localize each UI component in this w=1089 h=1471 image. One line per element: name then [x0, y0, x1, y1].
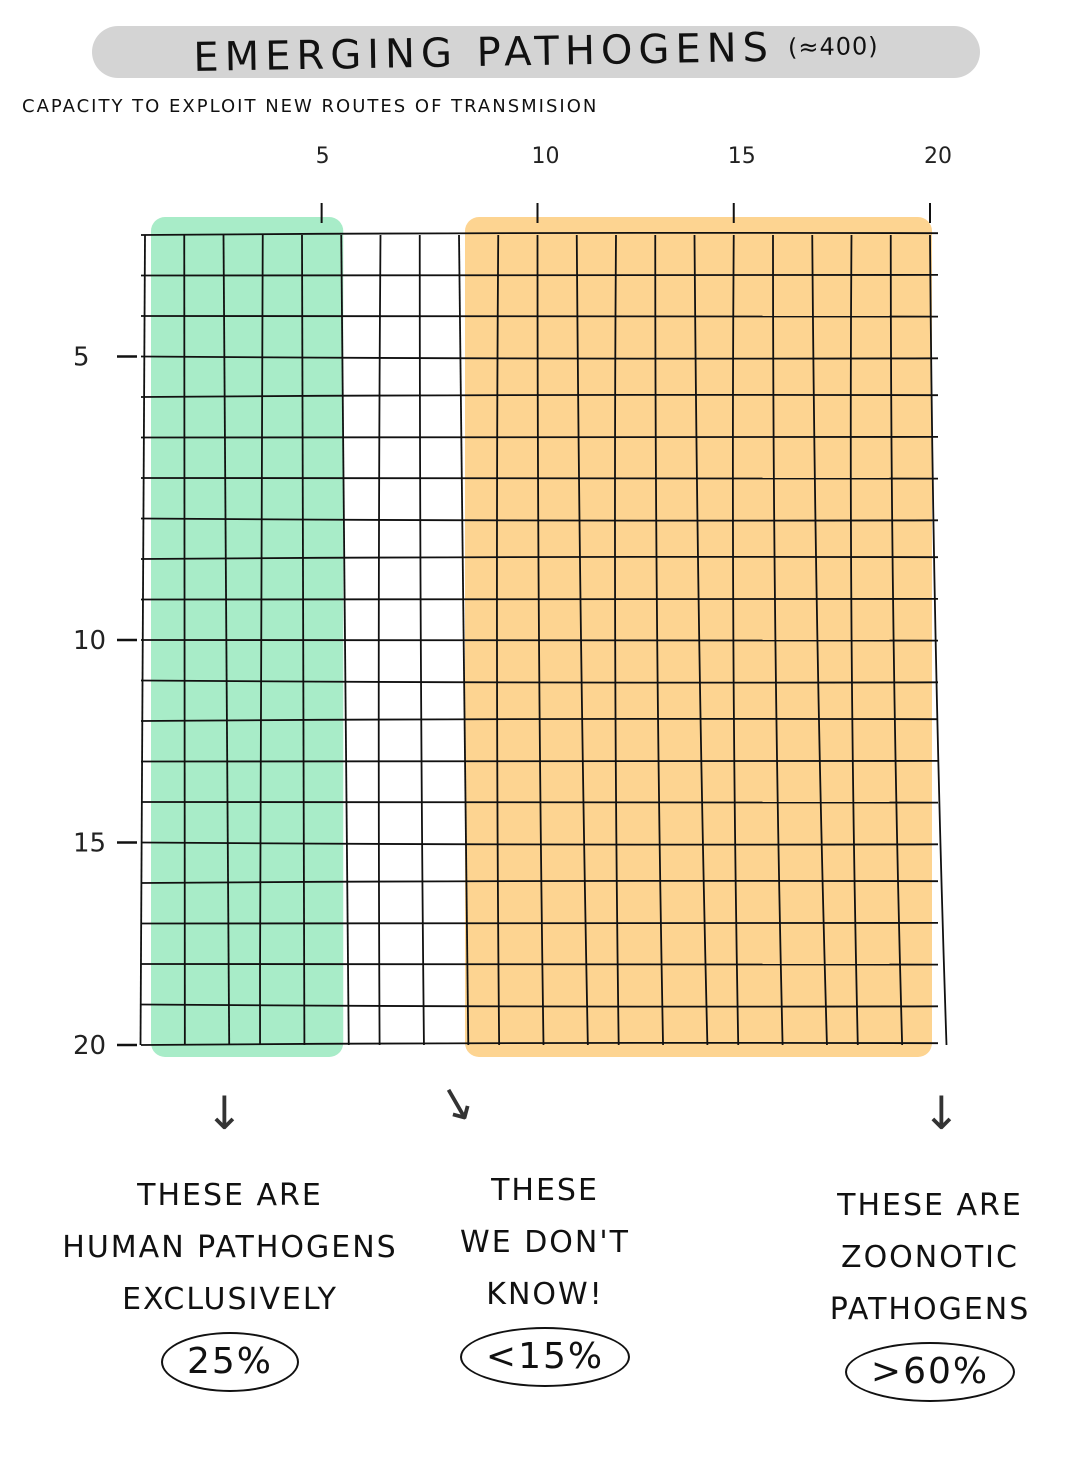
top-axis: 5 10 15 20 [316, 144, 952, 223]
caption-line: EXCLUSIVELY [122, 1282, 338, 1317]
grid-row-line [140, 273, 939, 277]
left-tick-label: 20 [73, 1031, 106, 1061]
band-human [151, 217, 344, 1057]
caption-human: THESE ARE HUMAN PATHOGENS EXCLUSIVELY 25… [40, 1170, 420, 1392]
grid-row-line [140, 477, 939, 480]
title-banner: EMERGING PATHOGENS (≈400) [92, 25, 980, 81]
grid-row-line [140, 517, 939, 522]
share-badge: >60% [844, 1342, 1016, 1402]
grid-row-line [140, 1003, 939, 1008]
grid-row-line [140, 393, 939, 398]
caption-line: THESE ARE [837, 1188, 1023, 1223]
grid-row-line [140, 1041, 939, 1046]
caption-line: ZOONOTIC [841, 1240, 1019, 1275]
top-tick-label: 15 [728, 144, 756, 169]
grid-row-line [140, 231, 939, 236]
arrow-down-icon: ↓ [205, 1086, 244, 1140]
arrow-down-icon: ↓ [922, 1086, 961, 1140]
caption-line: KNOW! [486, 1277, 604, 1312]
grid-row-line [140, 963, 939, 966]
left-tick-label: 10 [73, 626, 106, 656]
grid-row-line [140, 679, 939, 684]
grid-row-line [140, 921, 939, 925]
grid-row-line [140, 435, 939, 439]
grid-row-line [140, 717, 939, 722]
caption-zoonotic: THESE ARE ZOONOTIC PATHOGENS >60% [790, 1180, 1070, 1402]
top-tick-label: 5 [316, 144, 330, 169]
grid-row-line [140, 597, 939, 601]
share-badge: <15% [459, 1327, 631, 1387]
left-axis: 5 10 15 20 [73, 343, 137, 1061]
left-tick-label: 15 [73, 829, 106, 859]
grid-row-line [140, 555, 939, 560]
subtitle: CAPACITY TO EXPLOIT NEW ROUTES OF TRANSM… [22, 96, 599, 117]
caption-line: HUMAN PATHOGENS [62, 1230, 398, 1265]
grid-row-line [140, 759, 939, 763]
left-tick-label: 5 [73, 343, 90, 373]
caption-line: THESE ARE [137, 1178, 323, 1213]
caption-line: PATHOGENS [829, 1292, 1031, 1327]
caption-unknown: THESE WE DON'T KNOW! <15% [430, 1165, 660, 1387]
grid-row-line [140, 801, 939, 804]
grid-lines [139, 231, 948, 1046]
caption-line: THESE [491, 1173, 599, 1208]
grid-row-line [140, 879, 939, 884]
share-badge: 25% [160, 1332, 299, 1392]
caption-line: WE DON'T [460, 1225, 630, 1260]
grid-row-line [140, 355, 939, 360]
top-tick-label: 10 [532, 144, 560, 169]
grid-row-line [140, 315, 939, 318]
grid-row-line [140, 841, 939, 846]
top-tick-label: 20 [924, 144, 952, 169]
grid-row-line [140, 639, 939, 642]
